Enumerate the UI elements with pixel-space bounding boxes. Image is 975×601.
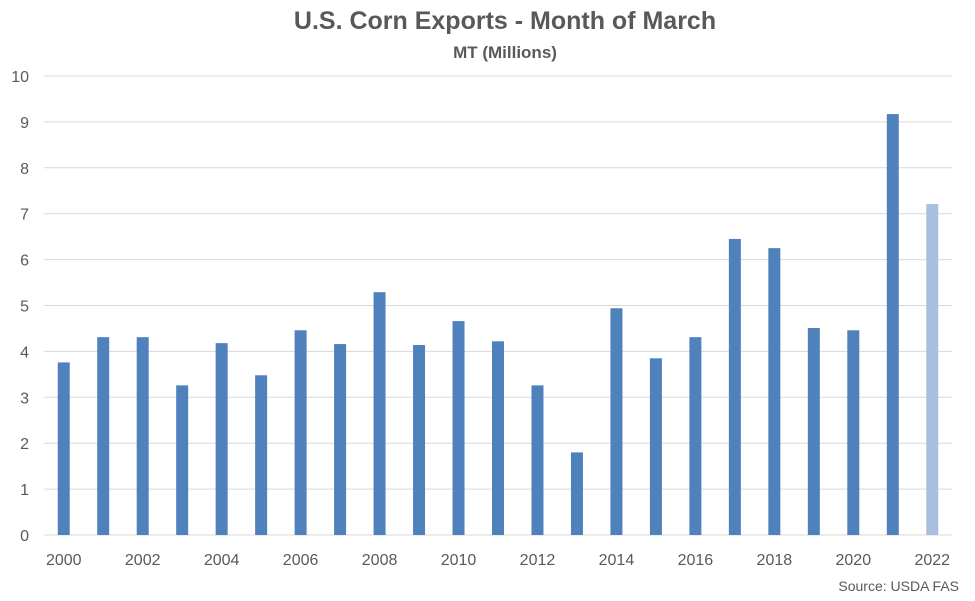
y-tick-label: 5 [20, 299, 29, 316]
source-note: Source: USDA FAS [838, 578, 959, 594]
bar-2005 [255, 375, 268, 535]
x-tick-label: 2022 [914, 552, 950, 569]
x-tick-label: 2016 [678, 552, 714, 569]
x-tick-label: 2020 [836, 552, 872, 569]
bar-2018 [768, 248, 781, 535]
y-axis-ticks: 0 1 2 3 4 5 6 7 8 9 10 [11, 69, 29, 545]
bar-2008 [373, 292, 386, 535]
x-tick-label: 2018 [757, 552, 793, 569]
y-tick-label: 7 [20, 207, 29, 224]
y-tick-label: 9 [20, 115, 29, 132]
x-tick-label: 2004 [204, 552, 240, 569]
bar-2007 [334, 344, 347, 535]
y-tick-label: 6 [20, 253, 29, 270]
x-tick-label: 2012 [520, 552, 556, 569]
bar-2000 [57, 362, 70, 535]
y-tick-label: 8 [20, 161, 29, 178]
bar-2001 [97, 337, 110, 535]
bar-2010 [452, 321, 465, 535]
x-tick-label: 2000 [46, 552, 82, 569]
bars [57, 114, 939, 536]
bar-2016 [689, 337, 702, 535]
bar-2009 [413, 344, 426, 535]
bar-2012 [531, 385, 544, 535]
bar-2021 [886, 114, 899, 536]
chart-title: U.S. Corn Exports - Month of March [293, 7, 717, 35]
y-tick-label: 10 [11, 69, 29, 86]
bar-2003 [176, 385, 189, 535]
bar-2002 [136, 337, 149, 535]
bar-2017 [728, 238, 741, 535]
x-tick-label: 2006 [283, 552, 319, 569]
x-tick-label: 2014 [599, 552, 635, 569]
bar-2015 [649, 358, 662, 535]
bar-2004 [215, 343, 228, 535]
bar-2014 [610, 308, 623, 535]
bar-2006 [294, 330, 307, 535]
y-tick-label: 4 [20, 344, 29, 361]
x-tick-label: 2008 [362, 552, 398, 569]
y-tick-label: 1 [20, 482, 29, 499]
chart-subtitle: MT (Millions) [453, 43, 557, 62]
bar-2020 [847, 330, 860, 535]
bar-2013 [570, 452, 583, 535]
x-tick-label: 2010 [441, 552, 477, 569]
x-tick-label: 2002 [125, 552, 161, 569]
x-axis-ticks: 2000 2002 2004 2006 2008 2010 2012 2014 2016 2018… [46, 552, 950, 569]
y-tick-label: 0 [20, 528, 29, 545]
y-tick-label: 3 [20, 390, 29, 407]
bar-2022 [926, 204, 939, 535]
y-tick-label: 2 [20, 436, 29, 453]
bar-2019 [807, 327, 820, 535]
bar-2011 [492, 341, 504, 535]
